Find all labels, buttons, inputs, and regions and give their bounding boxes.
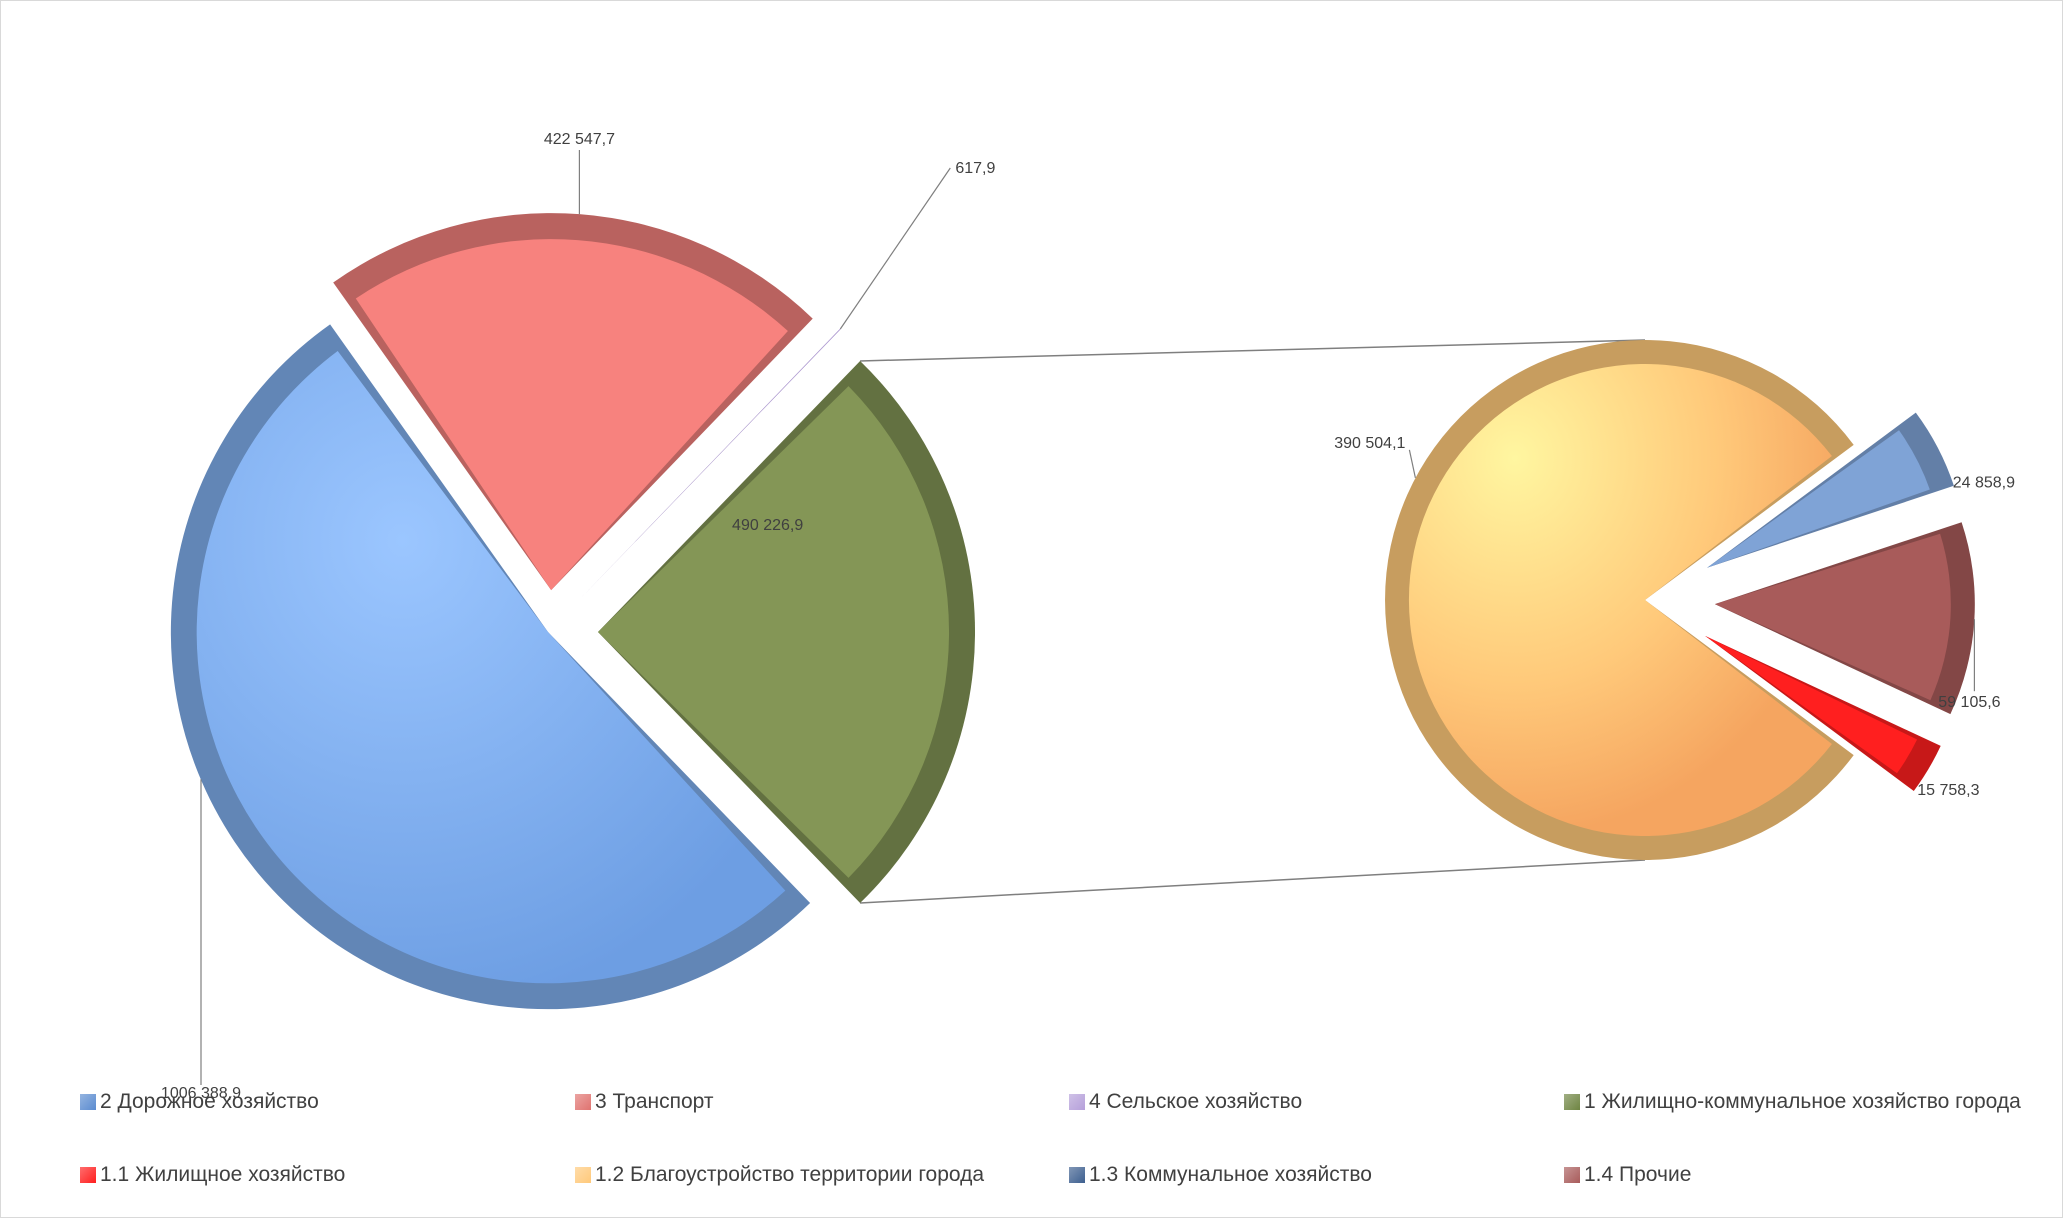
legend-swatch-agriculture xyxy=(1069,1094,1085,1110)
legend-item-transport: 3 Транспорт xyxy=(575,1090,714,1114)
slice-face xyxy=(1707,430,1930,568)
data-label-1-4-прочие: 59 105,6 xyxy=(1938,694,2000,711)
legend-item-agriculture: 4 Сельское хозяйство xyxy=(1069,1090,1302,1114)
legend-label-communal: 1.3 Коммунальное хозяйство xyxy=(1089,1163,1372,1186)
legend-item-other: 1.4 Прочие xyxy=(1564,1163,1691,1187)
slice-face xyxy=(578,328,841,601)
pie-slice-2-дорожное-хозяйство xyxy=(170,324,811,1010)
legend-item-communal: 1.3 Коммунальное хозяйство xyxy=(1069,1163,1372,1187)
legend-item-housing-communal: 1 Жилищно-коммунальное хозяйство города xyxy=(1564,1090,2021,1114)
slice-face xyxy=(598,386,950,878)
legend-swatch-other xyxy=(1564,1167,1580,1183)
slice-face xyxy=(1714,533,1951,701)
leader-line xyxy=(839,167,951,330)
slice-face xyxy=(1408,364,1832,836)
legend-item-improvement: 1.2 Благоустройство территории города xyxy=(575,1163,984,1187)
legend-label-improvement: 1.2 Благоустройство территории города xyxy=(595,1163,985,1186)
connector-line-top xyxy=(860,339,1646,362)
secondary-pie xyxy=(1385,339,1975,860)
data-label-2-дорожное-хозяйство: 1006 388,9 xyxy=(161,1085,241,1102)
pie-slice-1-2-благоустройство-территории-города xyxy=(1385,339,1854,860)
legend-label-other: 1.4 Прочие xyxy=(1584,1163,1692,1186)
legend-label-housing: 1.1 Жилищное хозяйство xyxy=(100,1163,346,1186)
legend-swatch-transport xyxy=(575,1094,591,1110)
data-label-1-жилищно-коммунальное-хозяйство-города: 490 226,9 xyxy=(732,517,803,534)
legend-label-transport: 3 Транспорт xyxy=(595,1090,714,1113)
legend-swatch-communal xyxy=(1069,1167,1085,1183)
connector-line-bottom xyxy=(860,859,1646,904)
legend-swatch-housing xyxy=(80,1167,96,1183)
data-label-1-1-жилищное-хозяйство: 15 758,3 xyxy=(1917,782,1979,799)
data-label-1-2-благоустройство-территории-города: 390 504,1 xyxy=(1334,435,1405,452)
data-labels: 1006 388,9 422 547,7 617,9 490 226,9 390 504… xyxy=(161,131,2015,1102)
legend-swatch-road xyxy=(80,1094,96,1110)
data-label-1-3-коммунальное-хозяйство: 24 858,9 xyxy=(1953,475,2015,492)
data-label-4-сельское-хозяйство: 617,9 xyxy=(955,160,995,177)
pie-slice-4-сельское-хозяйство xyxy=(578,328,841,601)
data-label-3-транспорт: 422 547,7 xyxy=(544,131,615,148)
pie-slice-3-транспорт xyxy=(333,213,813,591)
pie-slice-1-1-жилищное-хозяйство xyxy=(1705,635,1941,791)
pie-slice-1-жилищно-коммунальное-хозяйство-города xyxy=(598,361,976,903)
pie-slice-1-3-коммунальное-хозяйство xyxy=(1707,412,1954,568)
legend-label-housing-communal: 1 Жилищно-коммунальное хозяйство города xyxy=(1584,1090,2021,1113)
leader-lines xyxy=(200,150,1976,1085)
legend-swatch-improvement xyxy=(575,1167,591,1183)
slice-face xyxy=(355,239,788,591)
leader-line xyxy=(1408,449,1416,479)
legend-item-road: 2 Дорожное хозяйство xyxy=(80,1090,319,1114)
legend-label-road: 2 Дорожное хозяйство xyxy=(100,1090,319,1113)
connector-lines xyxy=(860,339,1646,904)
main-pie xyxy=(170,213,976,1010)
legend-swatch-housing-communal xyxy=(1564,1094,1580,1110)
legend-label-agriculture: 4 Сельское хозяйство xyxy=(1089,1090,1303,1113)
slice-face xyxy=(196,351,786,984)
pie-slice-1-4-прочие xyxy=(1714,522,1975,715)
slice-face xyxy=(1705,635,1918,774)
legend-item-housing: 1.1 Жилищное хозяйство xyxy=(80,1163,345,1187)
